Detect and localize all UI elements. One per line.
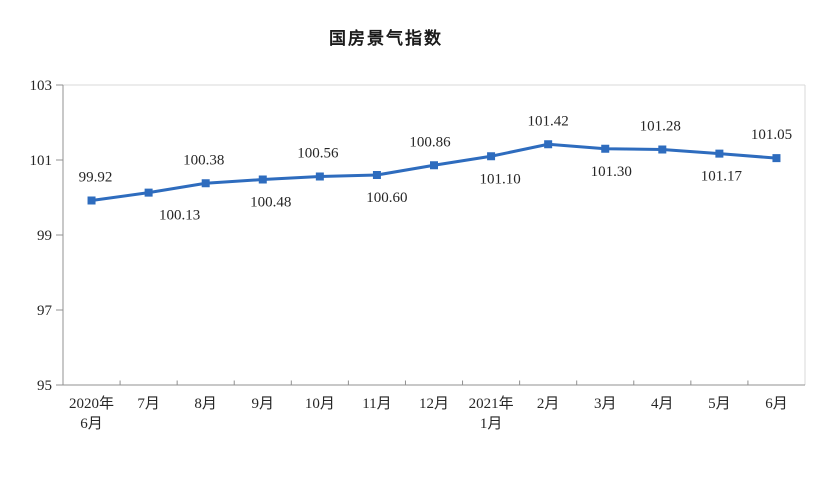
data-point-label: 101.28 <box>640 119 681 135</box>
data-point-label: 101.10 <box>479 171 520 187</box>
x-axis-label: 7月 <box>137 396 160 412</box>
data-point-marker <box>201 179 210 188</box>
data-point-label: 101.30 <box>591 164 632 180</box>
x-axis-label: 6月 <box>765 396 788 412</box>
y-tick-label: 101 <box>30 153 53 169</box>
y-tick-label: 103 <box>30 78 53 94</box>
data-point-label: 100.56 <box>297 146 339 162</box>
data-point-marker <box>87 196 96 205</box>
data-point-marker <box>258 175 267 184</box>
data-point-marker <box>544 140 553 149</box>
x-axis-label: 1月 <box>480 416 503 432</box>
x-axis-label: 12月 <box>419 396 449 412</box>
y-tick-label: 99 <box>37 228 52 244</box>
data-point-label: 100.60 <box>366 190 407 206</box>
x-axis-label: 5月 <box>708 396 731 412</box>
x-axis-label: 9月 <box>252 396 275 412</box>
x-axis-label: 10月 <box>305 396 335 412</box>
x-axis-label: 4月 <box>651 396 674 412</box>
data-point-marker <box>372 171 381 179</box>
data-point-marker <box>601 144 610 153</box>
data-point-label: 101.17 <box>701 169 743 185</box>
chart-title: 国房景气指数 <box>329 29 443 48</box>
data-point-marker <box>487 152 496 161</box>
x-axis-label: 6月 <box>80 416 103 432</box>
data-point-marker <box>658 145 667 154</box>
x-axis-label: 2021年 <box>469 395 514 412</box>
x-axis-label: 8月 <box>194 396 217 412</box>
y-tick-label: 95 <box>37 378 52 394</box>
x-axis-label: 2月 <box>537 396 560 412</box>
data-point-label: 101.05 <box>751 127 792 143</box>
data-point-label: 100.86 <box>409 134 451 150</box>
data-point-marker <box>772 154 781 163</box>
y-tick-label: 97 <box>37 303 53 319</box>
x-axis-label: 11月 <box>362 396 391 412</box>
data-point-label: 99.92 <box>79 170 113 186</box>
data-point-marker <box>144 188 153 197</box>
data-point-marker <box>715 149 724 158</box>
x-axis-label: 2020年 <box>69 395 114 412</box>
data-point-marker <box>430 161 438 170</box>
data-point-label: 101.42 <box>528 113 569 129</box>
data-point-marker <box>315 172 324 181</box>
x-axis-label: 3月 <box>594 396 617 412</box>
data-point-label: 100.13 <box>159 208 200 224</box>
data-point-label: 100.38 <box>183 152 224 168</box>
data-point-label: 100.48 <box>250 195 291 211</box>
